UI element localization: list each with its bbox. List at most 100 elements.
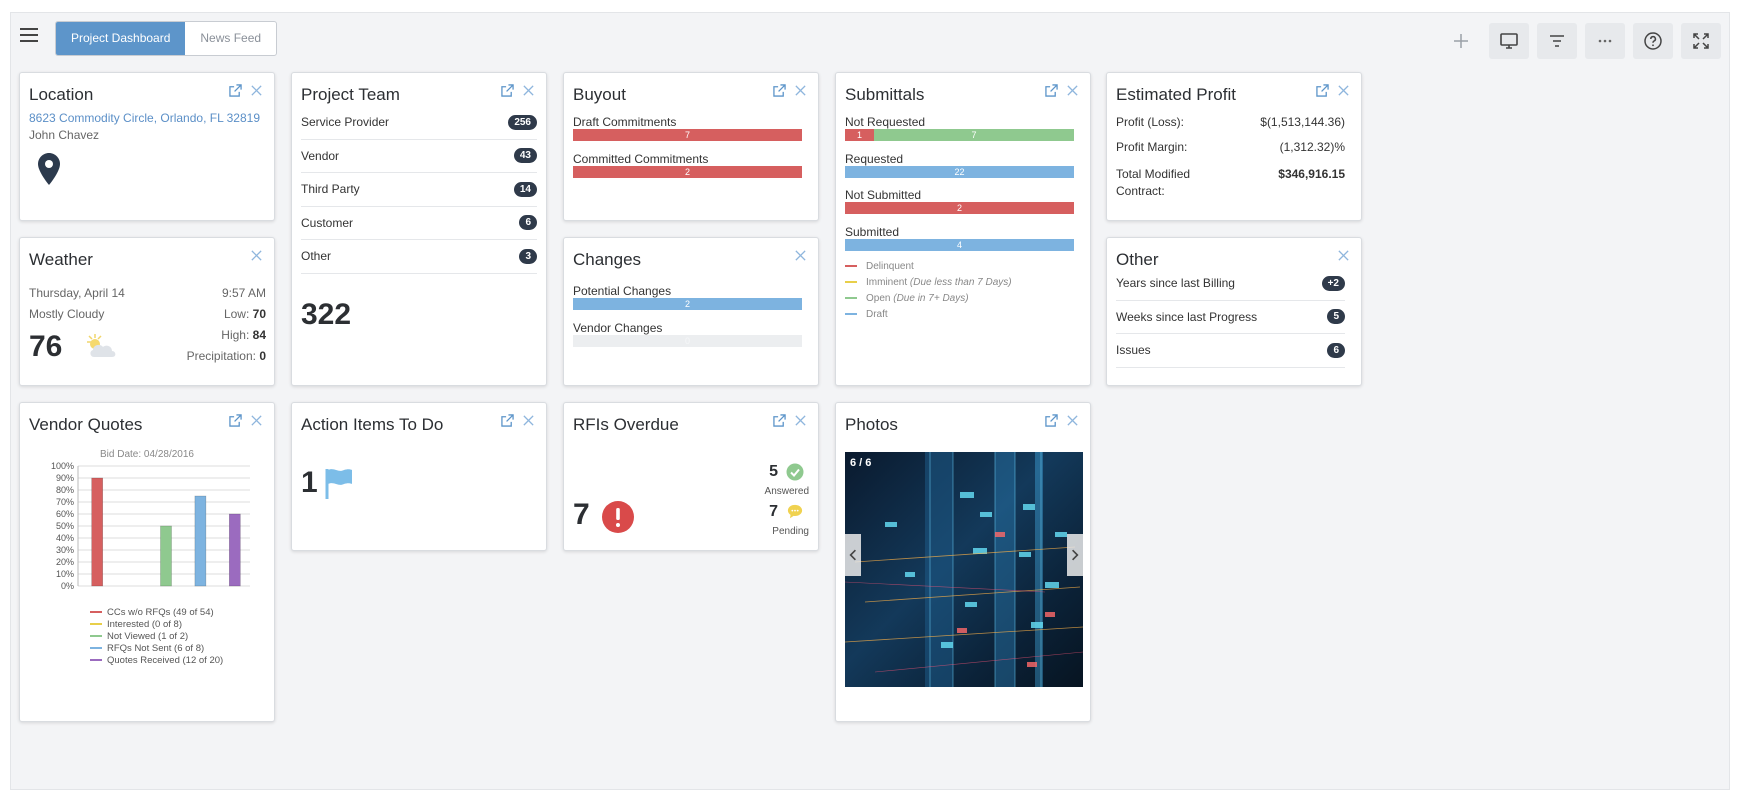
y-tick-label: 100% — [51, 461, 74, 471]
answered-count[interactable]: 5 — [769, 463, 778, 480]
low-value: 70 — [252, 307, 266, 321]
tab-project-dashboard[interactable]: Project Dashboard — [56, 22, 186, 55]
other-row-label: Weeks since last Progress — [1116, 309, 1258, 324]
bar-label: Requested — [845, 152, 904, 166]
not-submitted-bar[interactable]: 2 — [845, 202, 1074, 214]
close-icon[interactable] — [1337, 249, 1350, 262]
list-item[interactable]: Issues 6 — [1116, 334, 1345, 368]
requested-bar[interactable]: 22 — [845, 166, 1074, 178]
bar-value: 2 — [684, 167, 690, 177]
bar-label: Draft Commitments — [573, 115, 677, 129]
photo-viewer[interactable]: 6 / 6 — [845, 452, 1083, 687]
legend-item: Imminent (Due less than 7 Days) — [845, 274, 1012, 290]
not-requested-bar[interactable]: 1 7 — [845, 129, 1074, 141]
legend-label: Delinquent — [866, 260, 914, 272]
close-icon[interactable] — [794, 84, 807, 97]
filter-icon[interactable] — [1537, 23, 1577, 59]
address-link[interactable]: 8623 Commodity Circle, Orlando, FL 32819 — [29, 111, 260, 125]
close-icon[interactable] — [522, 414, 535, 427]
close-icon[interactable] — [250, 414, 263, 427]
legend-item: Open (Due in 7+ Days) — [845, 290, 1012, 306]
hamburger-menu-icon[interactable] — [20, 28, 40, 44]
list-item[interactable]: Customer 6 — [301, 207, 537, 240]
team-row-label: Customer — [301, 215, 354, 230]
open-external-icon[interactable] — [1045, 414, 1058, 427]
card-title: Changes — [573, 250, 642, 269]
other-card: Other Years since last Billing +2 Weeks s… — [1106, 237, 1362, 386]
bar-label: Vendor Changes — [573, 321, 663, 335]
contact-name: John Chavez — [29, 128, 100, 142]
card-title: Other — [1116, 250, 1159, 269]
potential-changes-bar[interactable]: 2 — [573, 298, 802, 310]
bar-value: 0 — [684, 336, 690, 346]
legend-label: Interested (0 of 8) — [107, 619, 182, 630]
pending-count[interactable]: 7 — [769, 503, 778, 520]
count-badge: 14 — [513, 181, 537, 197]
photo-next-button[interactable] — [1067, 534, 1083, 576]
y-tick-label: 30% — [56, 545, 74, 555]
committed-commitments-bar[interactable]: 2 — [573, 166, 802, 178]
fullscreen-icon[interactable] — [1681, 23, 1721, 59]
photo-prev-button[interactable] — [845, 534, 861, 576]
bar-quotes-received[interactable] — [229, 513, 241, 587]
list-item[interactable]: Weeks since last Progress 5 — [1116, 301, 1345, 334]
close-icon[interactable] — [794, 414, 807, 427]
open-external-icon[interactable] — [773, 84, 786, 97]
monitor-icon[interactable] — [1489, 23, 1529, 59]
estimated-profit-card: Estimated Profit Profit (Loss): $(1,513,… — [1106, 72, 1362, 221]
close-icon[interactable] — [1066, 414, 1079, 427]
open-external-icon[interactable] — [773, 414, 786, 427]
high-value: 84 — [252, 328, 266, 342]
tab-news-feed[interactable]: News Feed — [200, 31, 262, 45]
open-external-icon[interactable] — [501, 414, 514, 427]
count-badge: +2 — [1321, 275, 1345, 291]
photos-card: Photos — [835, 402, 1091, 722]
close-icon[interactable] — [250, 84, 263, 97]
help-icon[interactable] — [1633, 23, 1673, 59]
profit-margin-label: Profit Margin: — [1116, 140, 1188, 154]
profit-margin-value: (1,312.32)% — [1279, 140, 1345, 154]
open-external-icon[interactable] — [501, 84, 514, 97]
open-external-icon[interactable] — [1045, 84, 1058, 97]
legend-note: (Due less than 7 Days) — [909, 276, 1012, 288]
close-icon[interactable] — [1066, 84, 1079, 97]
close-icon[interactable] — [1337, 84, 1350, 97]
open-external-icon[interactable] — [1316, 84, 1329, 97]
list-item[interactable]: Years since last Billing +2 — [1116, 267, 1345, 301]
legend-label: Imminent — [866, 276, 908, 288]
open-external-icon[interactable] — [229, 414, 242, 427]
bar-label: Potential Changes — [573, 284, 672, 298]
bar-ccs-w-o-rfqs[interactable] — [91, 477, 104, 587]
plus-icon[interactable] — [1441, 23, 1481, 59]
photo-image — [845, 452, 1083, 687]
card-title: Buyout — [573, 85, 626, 104]
draft-commitments-bar[interactable]: 7 — [573, 129, 802, 141]
count-badge: 43 — [513, 148, 537, 164]
partly-cloudy-icon — [87, 334, 116, 357]
low-label: Low: — [223, 307, 250, 321]
bar-label: Not Submitted — [845, 188, 922, 202]
bar-not-viewed[interactable] — [160, 525, 172, 587]
list-item[interactable]: Service Provider 256 — [301, 106, 537, 140]
rfis-overdue-count[interactable]: 7 — [573, 498, 590, 531]
bar-label: Committed Commitments — [573, 152, 709, 166]
legend-swatch — [845, 265, 857, 267]
y-tick-label: 0% — [61, 581, 74, 591]
submitted-bar[interactable]: 4 — [845, 239, 1074, 251]
weather-low: Low: 70 — [224, 307, 266, 321]
vendor-changes-bar[interactable]: 0 — [573, 335, 802, 347]
close-icon[interactable] — [522, 84, 535, 97]
changes-card: Changes Potential Changes 2 Vendor Chang… — [563, 237, 819, 386]
list-item[interactable]: Third Party 14 — [301, 173, 537, 207]
list-item[interactable]: Vendor 43 — [301, 140, 537, 173]
close-icon[interactable] — [250, 249, 263, 262]
bar-rfqs-not-sent[interactable] — [194, 495, 207, 587]
map-pin-icon — [38, 153, 60, 185]
list-item[interactable]: Other 3 — [301, 240, 537, 274]
more-icon[interactable] — [1585, 23, 1625, 59]
close-icon[interactable] — [794, 249, 807, 262]
action-items-count[interactable]: 1 — [301, 466, 318, 499]
open-external-icon[interactable] — [229, 84, 242, 97]
check-circle-icon — [786, 463, 804, 481]
team-row-label: Third Party — [301, 182, 360, 197]
